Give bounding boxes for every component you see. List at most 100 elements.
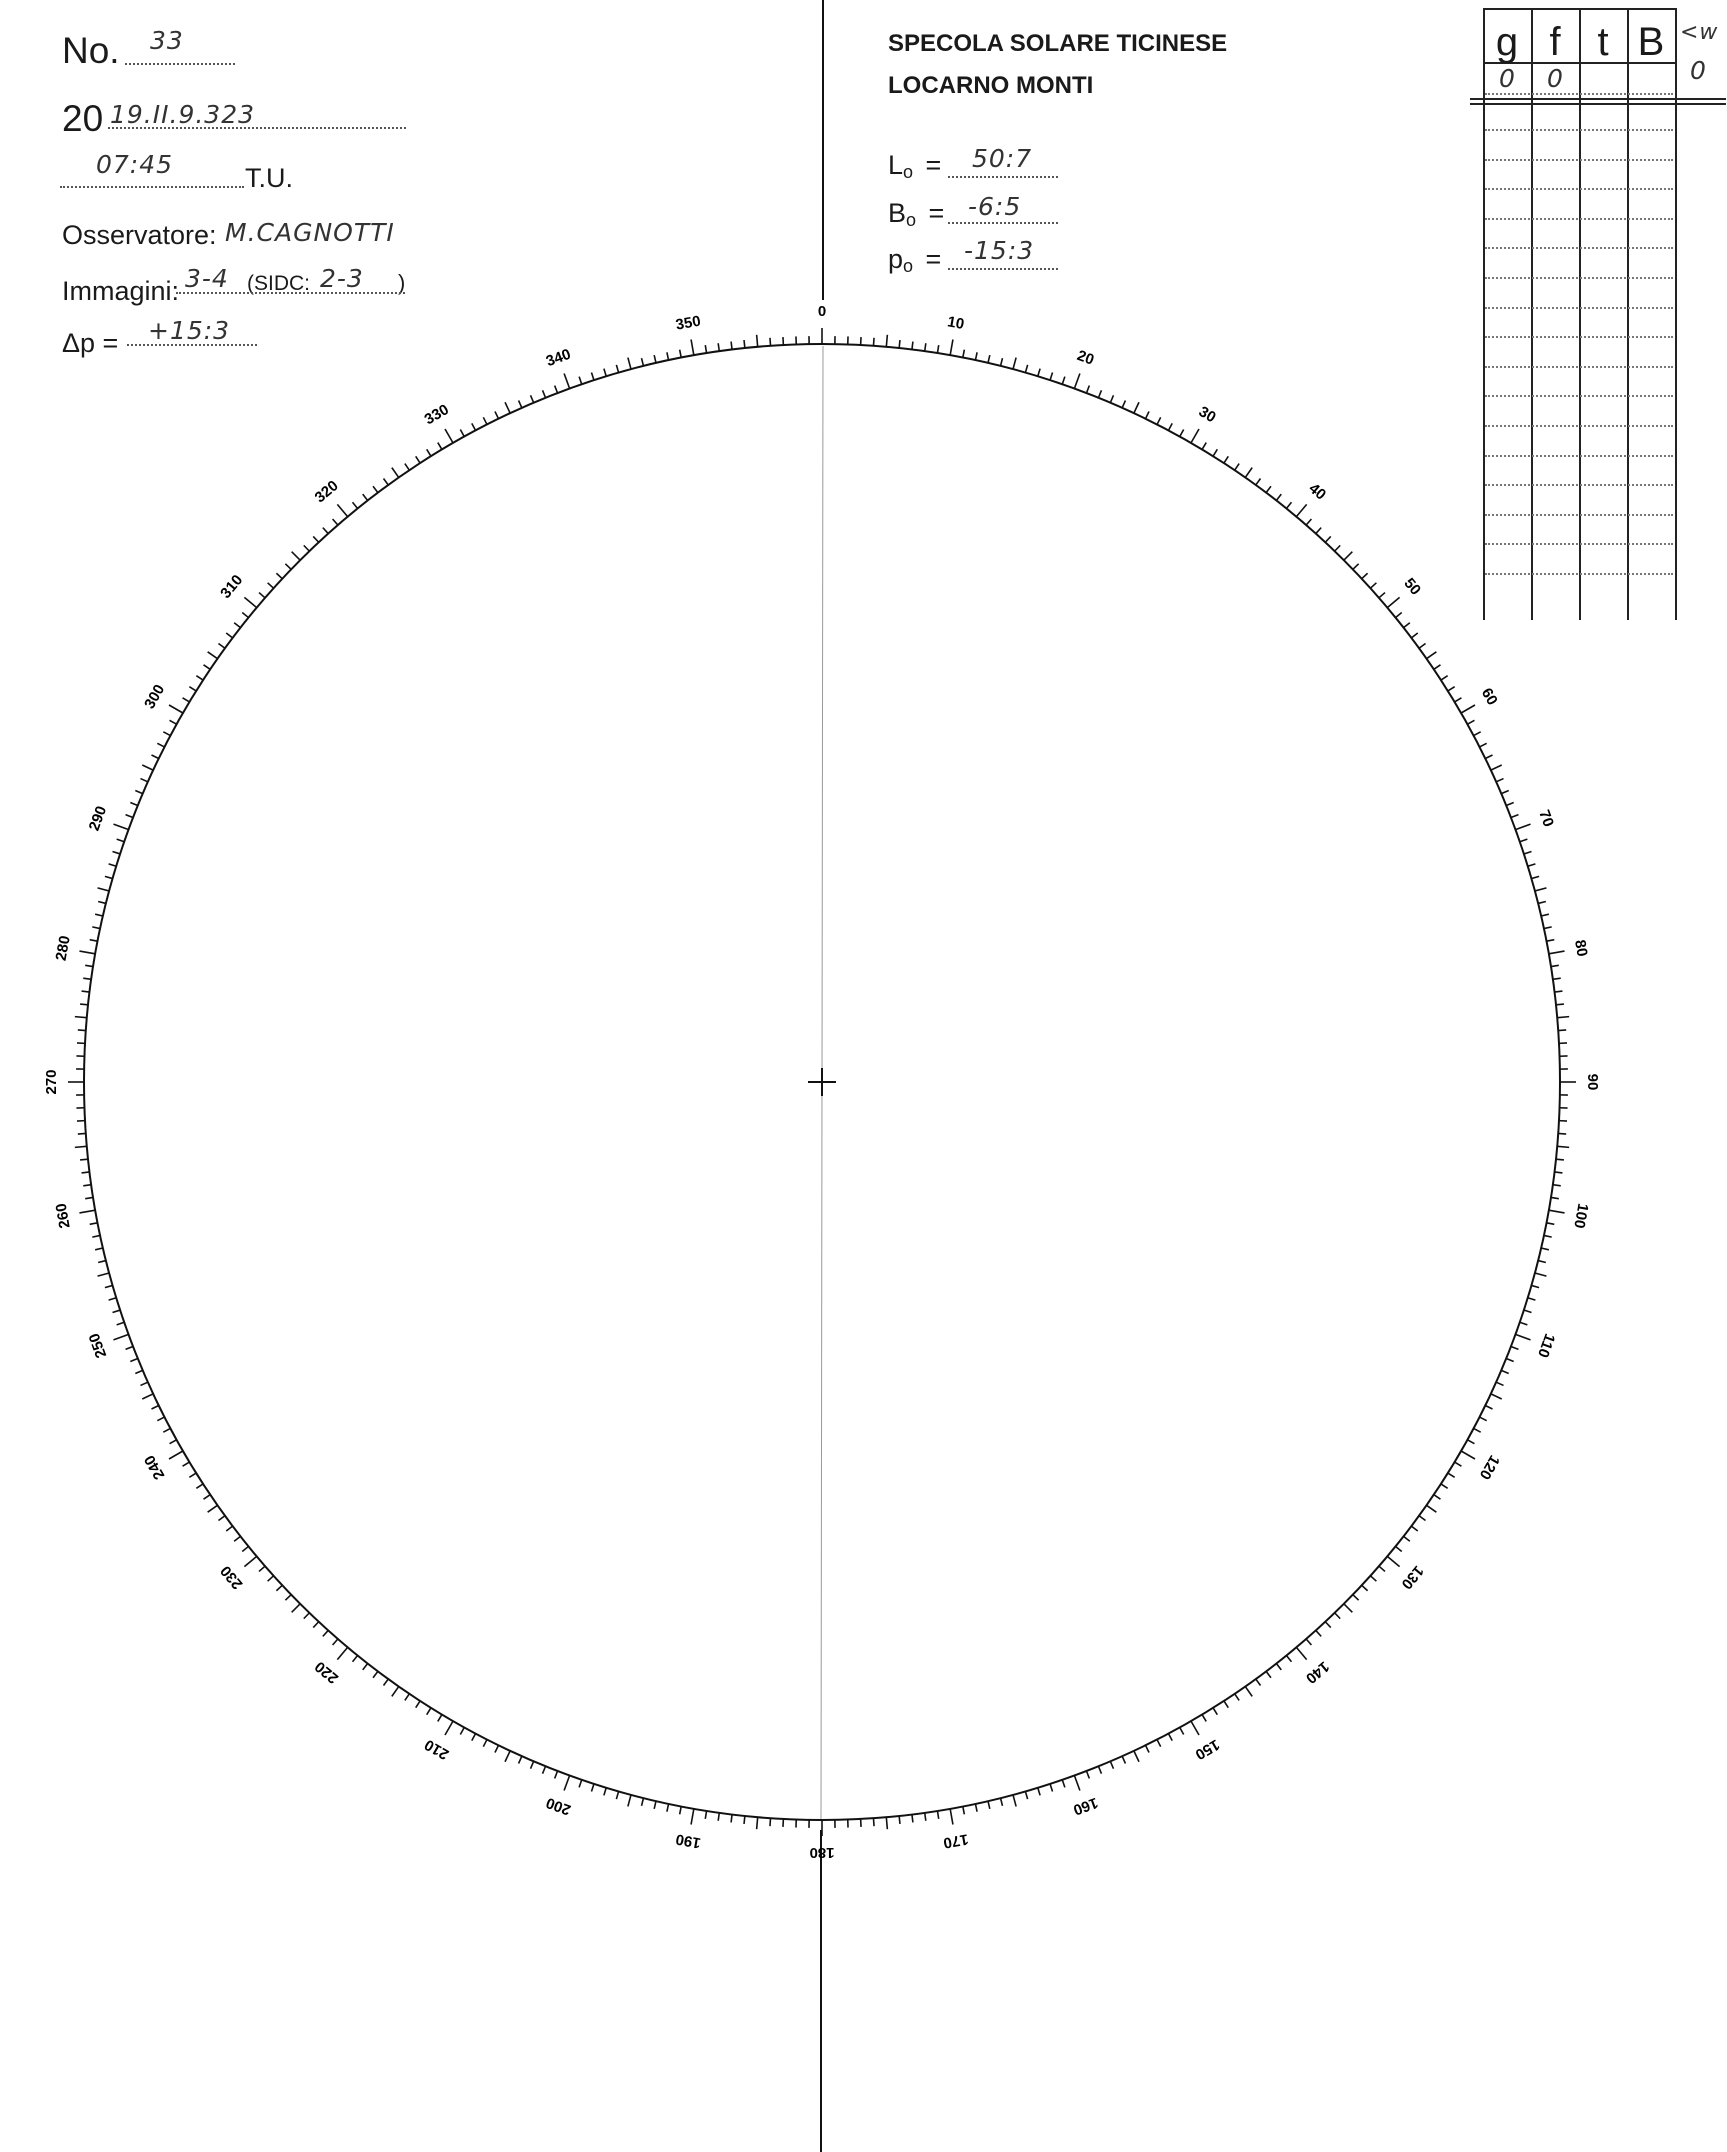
dial-label: 180	[809, 1844, 834, 1861]
dial-tick	[1012, 357, 1017, 370]
dial-label: 210	[422, 1736, 452, 1763]
dial-tick	[690, 1808, 695, 1825]
dial-tick	[1531, 875, 1540, 880]
dial-tick	[426, 1707, 432, 1716]
dial-tick	[1505, 801, 1514, 807]
dial-tick	[162, 731, 171, 737]
dial-tick	[92, 926, 101, 930]
date-prefix: 20	[62, 98, 104, 139]
dial-tick	[130, 1357, 139, 1363]
dial-tick	[85, 964, 94, 968]
dial-tick	[1440, 675, 1449, 681]
dial-tick	[1484, 754, 1493, 760]
header-b: B	[1637, 20, 1665, 64]
dial-tick	[1343, 551, 1353, 561]
dial-tick	[1012, 1794, 1017, 1807]
dial-tick	[1546, 1222, 1555, 1226]
sidc-label: (SIDC:	[247, 272, 310, 295]
observer-label: Osservatore:	[62, 220, 217, 250]
dial-label: 10	[946, 313, 965, 333]
dial-label: 260	[53, 1202, 74, 1230]
dial-tick	[999, 357, 1004, 367]
dial-tick	[471, 422, 477, 431]
dial-tick	[188, 1472, 197, 1478]
dial-tick	[590, 1783, 595, 1792]
dial-tick	[1024, 364, 1029, 373]
dial-tick	[755, 334, 759, 347]
dial-tick	[182, 697, 190, 703]
dial-tick	[640, 357, 645, 367]
dial-tick	[743, 340, 746, 349]
dial-tick	[898, 1815, 901, 1824]
dial-tick	[1133, 1750, 1140, 1763]
time-unit: T.U.	[245, 163, 294, 193]
dial-tick	[1144, 411, 1150, 420]
dial-tick	[1531, 1284, 1540, 1289]
dial-tick	[104, 1284, 113, 1289]
dial-tick	[233, 622, 241, 629]
time-value: 07:45	[96, 150, 174, 179]
side-note: <w	[1680, 20, 1719, 45]
dial-tick	[1550, 964, 1559, 968]
dial-tick	[1540, 913, 1550, 917]
param-sub: o	[903, 256, 914, 277]
dial-tick	[1179, 429, 1185, 437]
param-label: B	[888, 198, 907, 228]
dial-tick	[80, 1003, 89, 1006]
dial-tick	[541, 1765, 547, 1774]
dial-tick	[1255, 1678, 1262, 1686]
images-label: Immagini:	[62, 276, 180, 306]
header-f: f	[1549, 20, 1561, 64]
dial-tick	[85, 1196, 94, 1200]
parameter-p0: po =	[888, 244, 941, 277]
table-row-line	[1485, 158, 1673, 161]
dial-tick	[769, 337, 772, 346]
dial-tick	[168, 704, 184, 714]
table-column-divider	[1579, 8, 1581, 620]
images-value: 3-4	[185, 264, 229, 293]
table-border	[1483, 8, 1485, 620]
dial-label: 50	[1400, 575, 1424, 599]
dial-tick	[140, 1381, 149, 1387]
dial-tick	[291, 1603, 301, 1613]
dial-tick	[1426, 1504, 1437, 1513]
dial-tick	[1555, 1158, 1564, 1161]
dial-label: 290	[86, 804, 111, 833]
dial-tick	[962, 1806, 966, 1815]
dial-tick	[1305, 1638, 1313, 1646]
dial-tick	[97, 1259, 107, 1264]
dial-tick	[603, 368, 607, 377]
dial-tick	[275, 1584, 283, 1592]
dial-tick	[1324, 535, 1332, 543]
sidc-close: )	[398, 270, 406, 295]
dial-tick	[1527, 1297, 1536, 1301]
dial-tick	[1167, 1733, 1173, 1742]
dial-tick	[1555, 1003, 1564, 1006]
dial-tick	[653, 354, 657, 364]
dial-tick	[1352, 563, 1360, 570]
dial-tick	[404, 463, 410, 471]
dial-tick	[94, 913, 104, 917]
dial-tick	[169, 719, 177, 725]
dial-tick	[233, 1535, 241, 1542]
dial-tick	[1324, 1621, 1332, 1629]
dial-tick	[1479, 1416, 1488, 1422]
dial-tick	[1361, 572, 1369, 580]
dial-tick	[615, 364, 620, 373]
side-value: 0	[1690, 56, 1707, 85]
dial-tick	[1558, 1029, 1567, 1032]
dial-tick	[987, 1800, 991, 1810]
dial-label: 70	[1535, 808, 1557, 829]
dial-tick	[974, 1803, 978, 1812]
dial-tick	[1426, 651, 1437, 660]
delta-p-label: Δp =	[62, 328, 119, 358]
dial-tick	[241, 611, 249, 619]
dial-tick	[415, 455, 421, 464]
dial-tick	[529, 394, 535, 403]
dial-label: 130	[1398, 1562, 1427, 1592]
dial-tick	[415, 1700, 421, 1709]
dial-tick	[1540, 1247, 1550, 1251]
dial-tick	[1550, 1196, 1559, 1200]
dial-tick	[1265, 1670, 1272, 1679]
table-row-line	[1485, 454, 1673, 457]
